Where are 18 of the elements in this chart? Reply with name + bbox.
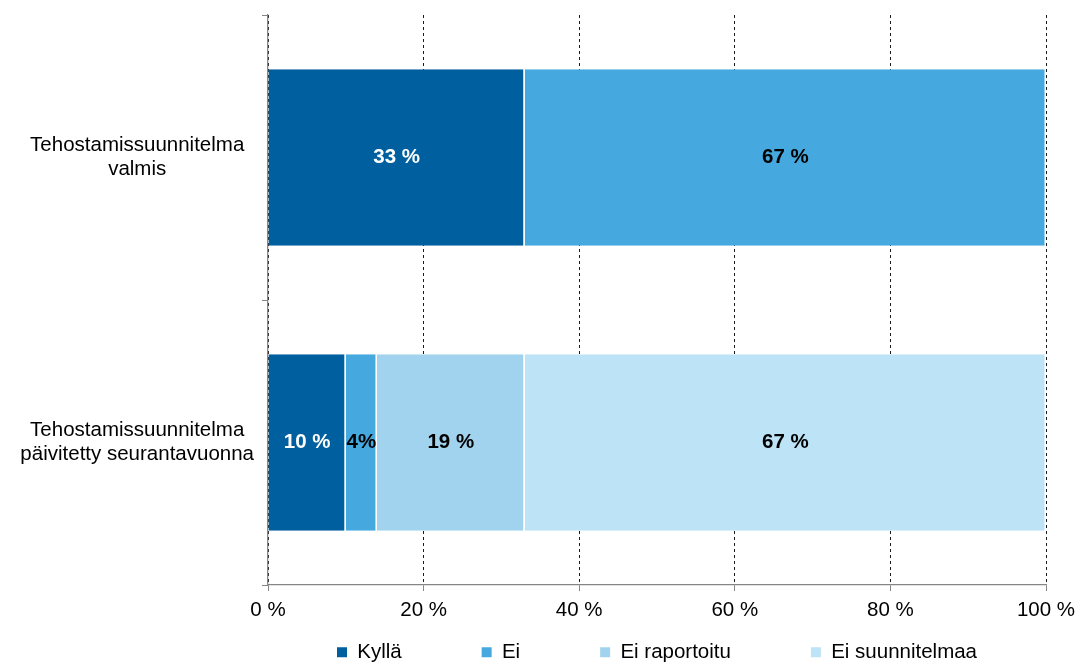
data-label: 4% xyxy=(346,429,377,453)
x-tick-label: 100 % xyxy=(1016,596,1076,620)
y-tick-label: Tehostamissuunnitelma valmis xyxy=(30,131,245,180)
data-label: 10 % xyxy=(283,429,331,453)
data-label: 19 % xyxy=(427,429,475,453)
x-tick-label: 60 % xyxy=(711,596,759,620)
legend-label: Ei raportoitu xyxy=(620,638,731,662)
y-tick-label: Tehostamissuunnitelma päivitetty seurantavuonna xyxy=(20,416,255,465)
legend-label: Ei suunnitelmaa xyxy=(831,638,978,662)
data-label: 67 % xyxy=(762,144,809,168)
data-label: 33 % xyxy=(373,144,420,168)
x-tick-label: 40 % xyxy=(555,596,603,620)
x-tick-label: 80 % xyxy=(867,596,914,620)
x-tick-label: 0 % xyxy=(250,596,286,620)
legend-label: Kyllä xyxy=(357,638,403,662)
x-tick-label: 20 % xyxy=(400,596,447,620)
data-label: 67 % xyxy=(762,429,809,453)
legend-label: Ei xyxy=(501,638,521,662)
